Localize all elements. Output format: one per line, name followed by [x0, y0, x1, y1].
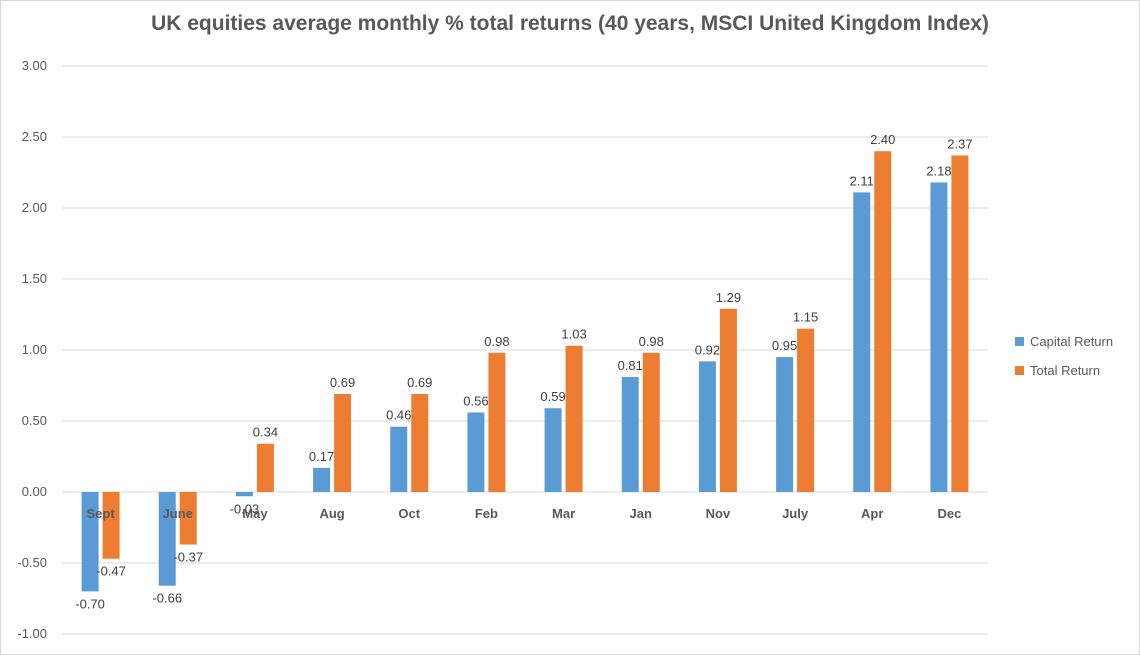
legend-swatch-capital-return	[1015, 337, 1024, 346]
y-tick-label: 0.50	[22, 413, 47, 428]
x-tick-label: Jan	[630, 506, 652, 521]
data-label: 2.11	[850, 173, 874, 188]
y-tick-label: 3.00	[22, 58, 47, 73]
x-tick-label: July	[782, 506, 809, 521]
bar-capital-return-july	[776, 357, 794, 492]
x-tick-label: Dec	[937, 506, 961, 521]
data-label: 0.69	[330, 375, 355, 390]
data-label: 0.69	[407, 375, 432, 390]
data-label: 2.40	[870, 132, 895, 147]
data-label: 0.95	[772, 338, 797, 353]
bar-total-return-dec	[951, 155, 969, 492]
data-label: 0.98	[639, 334, 664, 349]
data-label: 1.03	[561, 327, 586, 342]
x-tick-label: Aug	[319, 506, 344, 521]
bar-total-return-jan	[642, 352, 660, 492]
bar-total-return-june	[179, 492, 197, 545]
data-label: -0.70	[75, 596, 105, 611]
y-tick-label: 1.00	[22, 342, 47, 357]
legend-swatch-total-return	[1015, 366, 1024, 375]
legend-label-capital-return: Capital Return	[1030, 334, 1114, 349]
y-tick-label: -0.50	[17, 555, 47, 570]
data-label: 2.18	[926, 163, 951, 178]
x-tick-label: May	[242, 506, 268, 521]
y-tick-label: 2.50	[22, 129, 47, 144]
data-label: 0.46	[386, 408, 411, 423]
x-tick-label: Mar	[552, 506, 575, 521]
y-tick-label: 2.00	[22, 200, 47, 215]
x-tick-label: June	[163, 506, 193, 521]
bar-total-return-feb	[488, 352, 506, 492]
y-tick-label: 1.50	[22, 271, 47, 286]
bar-capital-return-sept	[81, 492, 99, 592]
data-label: 1.29	[716, 290, 741, 305]
data-label: 0.59	[540, 389, 565, 404]
bar-capital-return-mar	[544, 408, 562, 492]
chart-title: UK equities average monthly % total retu…	[151, 12, 989, 35]
data-label: 0.81	[618, 358, 643, 373]
bar-total-return-may	[256, 443, 274, 492]
x-tick-label: Oct	[398, 506, 420, 521]
data-label: 2.37	[947, 136, 972, 151]
bar-total-return-sept	[102, 492, 120, 559]
data-label: 0.92	[695, 342, 720, 357]
data-label: 0.34	[253, 425, 278, 440]
bar-total-return-apr	[874, 151, 892, 492]
bar-total-return-oct	[411, 394, 429, 492]
bar-capital-return-feb	[467, 412, 485, 492]
bar-capital-return-dec	[930, 182, 948, 492]
data-label: 0.56	[463, 393, 488, 408]
bar-total-return-mar	[565, 345, 583, 492]
bar-capital-return-apr	[853, 192, 871, 492]
bar-capital-return-aug	[313, 467, 331, 492]
data-label: -0.37	[173, 550, 203, 565]
y-tick-label: 0.00	[22, 484, 47, 499]
legend-label-total-return: Total Return	[1030, 363, 1101, 378]
x-tick-label: Feb	[475, 506, 498, 521]
bar-total-return-july	[797, 328, 815, 492]
x-tick-label: Nov	[706, 506, 731, 521]
bar-capital-return-may	[235, 492, 253, 497]
bar-total-return-aug	[334, 394, 352, 492]
legend-item-capital-return: Capital Return	[1015, 327, 1113, 356]
y-tick-label: -1.00	[17, 626, 47, 641]
data-label: 0.17	[309, 449, 334, 464]
data-label: -0.66	[152, 591, 182, 606]
bar-capital-return-nov	[698, 361, 716, 492]
bar-capital-return-oct	[390, 426, 408, 492]
bar-capital-return-june	[158, 492, 176, 586]
bar-total-return-nov	[719, 308, 737, 492]
data-label: 1.15	[793, 310, 818, 325]
legend: Capital Return Total Return	[1015, 327, 1113, 385]
data-label: -0.03	[230, 501, 260, 516]
legend-item-total-return: Total Return	[1015, 356, 1113, 385]
x-tick-label: Sept	[86, 506, 115, 521]
x-tick-label: Apr	[861, 506, 883, 521]
bar-capital-return-jan	[621, 376, 639, 492]
data-label: -0.47	[96, 564, 126, 579]
data-label: 0.98	[484, 334, 509, 349]
